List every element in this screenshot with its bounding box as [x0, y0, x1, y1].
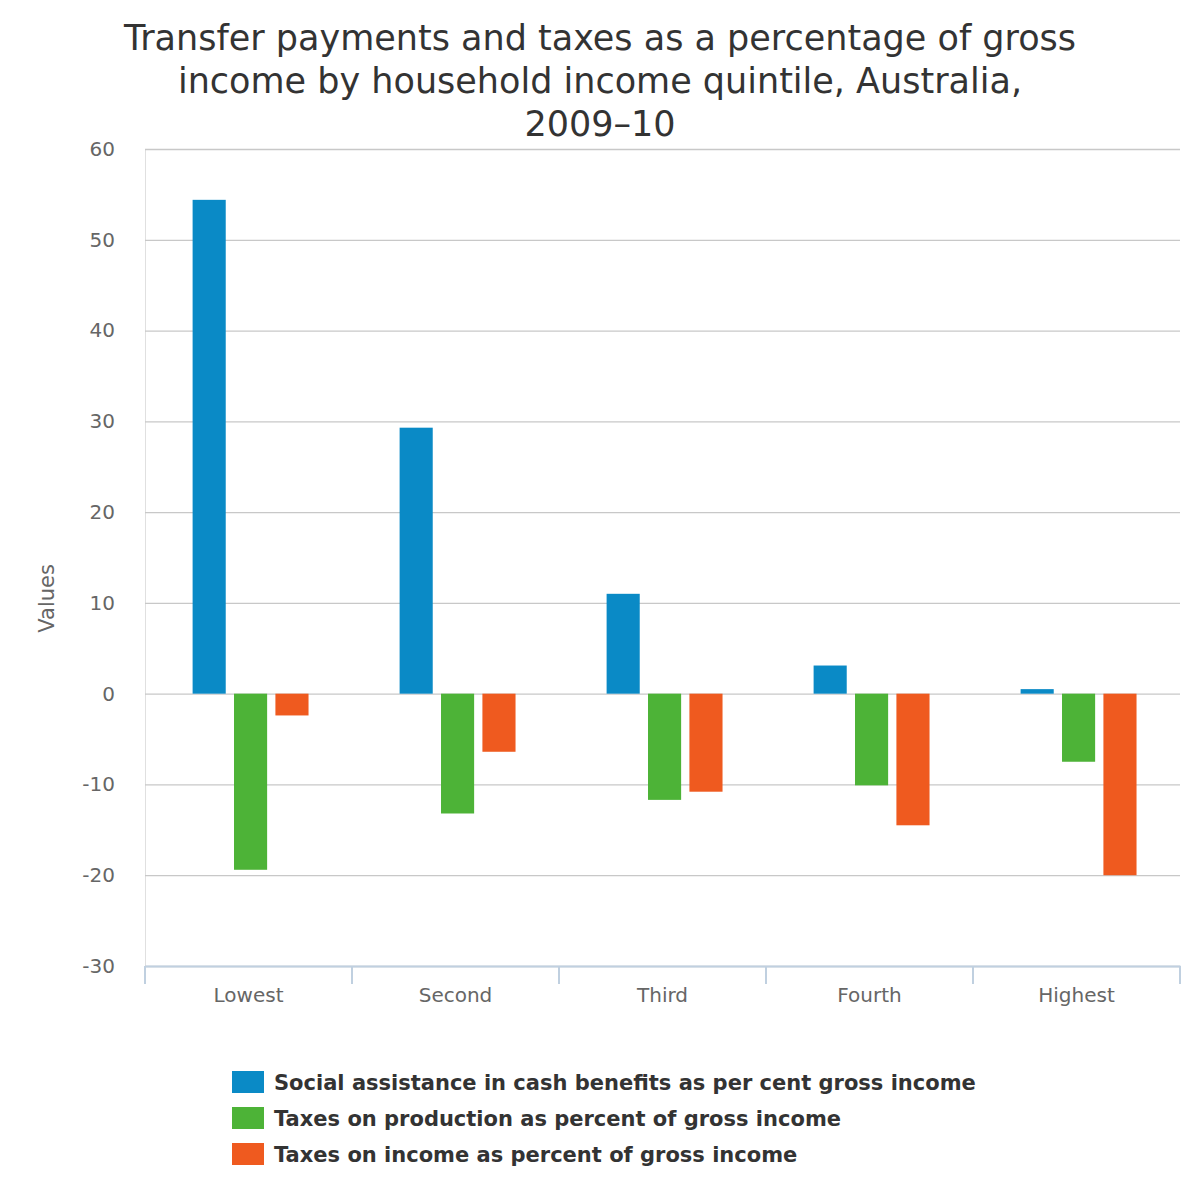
bar	[1103, 694, 1136, 876]
y-tick: 60	[90, 137, 1180, 161]
grid-line	[145, 149, 1180, 150]
bar	[855, 694, 888, 786]
legend-label: Taxes on production as percent of gross …	[274, 1107, 841, 1131]
grid-line	[145, 603, 1180, 604]
bar	[234, 694, 267, 870]
legend-item: Taxes on income as percent of gross inco…	[232, 1143, 797, 1167]
x-tick-label: Highest	[1038, 983, 1115, 1007]
bar	[193, 200, 226, 694]
legend-swatch	[232, 1071, 264, 1093]
y-tick-label: 20	[90, 500, 115, 524]
category-separator	[972, 966, 974, 984]
bar	[607, 594, 640, 694]
grid-line	[145, 330, 1180, 331]
bar	[441, 694, 474, 814]
y-tick-label: 10	[90, 591, 115, 615]
x-tick: Third	[636, 966, 688, 1007]
y-tick: 30	[90, 409, 1180, 433]
category-separator	[351, 966, 353, 984]
y-tick: 40	[90, 318, 1180, 342]
y-axis-line	[145, 150, 146, 967]
y-tick: 50	[90, 228, 1180, 252]
series	[234, 694, 1095, 870]
legend-swatch	[232, 1143, 264, 1165]
bar	[689, 694, 722, 792]
grid-line	[145, 240, 1180, 241]
y-tick-label: 30	[90, 409, 115, 433]
x-tick-label: Second	[419, 983, 493, 1007]
grid-line	[145, 512, 1180, 513]
category-separator	[765, 966, 767, 984]
x-tick: Highest	[1038, 966, 1115, 1007]
category-separator	[144, 966, 146, 984]
y-tick-label: -10	[82, 772, 115, 796]
y-tick-label: -30	[82, 954, 115, 978]
grid-line	[145, 875, 1180, 876]
bar	[482, 694, 515, 752]
grid-line	[145, 966, 1180, 967]
legend-swatch	[232, 1107, 264, 1129]
category-separator	[558, 966, 560, 984]
y-tick-label: 40	[90, 318, 115, 342]
y-tick-label: 60	[90, 137, 115, 161]
series	[193, 200, 1054, 694]
y-axis: -30 -20 -10 0 10 20 30 40 50 60	[82, 137, 1180, 978]
y-tick: 20	[90, 500, 1180, 524]
x-tick: Second	[419, 966, 493, 1007]
category-separator	[1179, 966, 1181, 984]
y-tick: -30	[82, 954, 1180, 978]
bar	[896, 694, 929, 826]
legend-item: Taxes on production as percent of gross …	[232, 1107, 841, 1131]
legend: Social assistance in cash benefits as pe…	[232, 1071, 976, 1167]
plot: -30 -20 -10 0 10 20 30 40 50 60 Lowest Second Third F…	[82, 137, 1180, 1007]
x-axis-line	[146, 966, 1181, 968]
legend-label: Social assistance in cash benefits as pe…	[274, 1071, 976, 1095]
bar	[1021, 689, 1054, 694]
x-tick-label: Fourth	[837, 983, 901, 1007]
x-tick: Lowest	[214, 966, 284, 1007]
bar	[648, 694, 681, 800]
x-axis: Lowest Second Third Fourth Highest	[145, 966, 1181, 1007]
bar	[814, 666, 847, 694]
legend-item: Social assistance in cash benefits as pe…	[232, 1071, 976, 1095]
bar	[275, 694, 308, 716]
title: Transfer payments and taxes as a percent…	[123, 18, 1076, 144]
grid-line	[145, 421, 1180, 422]
x-tick-label: Third	[636, 983, 688, 1007]
y-axis-title: Values	[35, 564, 59, 633]
legend-label: Taxes on income as percent of gross inco…	[274, 1143, 797, 1167]
chart: Transfer payments and taxes as a percent…	[0, 0, 1200, 1200]
x-tick-label: Lowest	[214, 983, 284, 1007]
y-tick-label: -20	[82, 863, 115, 887]
bar	[1062, 694, 1095, 762]
y-tick-label: 50	[90, 228, 115, 252]
series	[275, 694, 1136, 876]
bar	[400, 428, 433, 694]
bars	[193, 200, 1137, 875]
y-tick-label: 0	[102, 682, 115, 706]
x-tick: Fourth	[837, 966, 901, 1007]
